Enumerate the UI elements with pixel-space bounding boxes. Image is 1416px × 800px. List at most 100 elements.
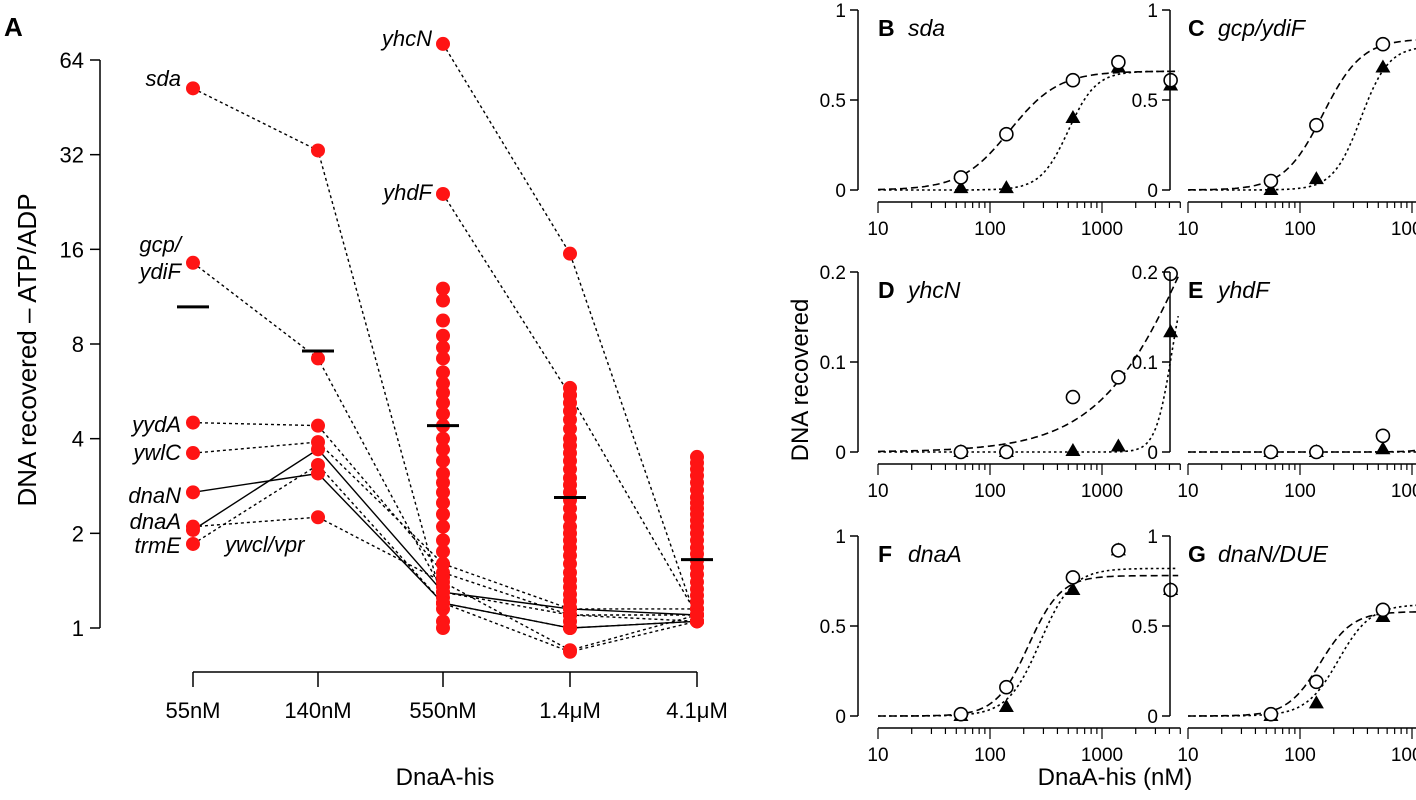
panel-gene-name: dnaN/DUE: [1218, 541, 1329, 567]
fit-curve-dotted: [878, 315, 1179, 453]
panel-a-point-sda: [186, 81, 200, 96]
panel-a-point-ywlC: [186, 446, 200, 461]
panel-a-line-yydA: [192, 421, 697, 616]
panel-a-point-dnaN: [186, 485, 200, 500]
open-circle-point: [1375, 602, 1391, 618]
panel-a-y-axis-title: DNA recovered – ATP/ADP: [12, 193, 42, 506]
panel-letter: G: [1188, 541, 1206, 567]
panel-a-x-tick-label: 140nM: [284, 698, 351, 723]
x-tick-label: 10: [1177, 481, 1198, 502]
panel-a-letter: A: [4, 12, 23, 42]
open-circle-point: [1263, 444, 1279, 460]
panel-a-cluster-point: [436, 485, 450, 500]
panel-a-point-dnaA: [311, 442, 325, 457]
open-circle-point: [999, 126, 1014, 142]
open-circle-point: [1375, 428, 1391, 444]
panel-a-gene-label: yydA: [130, 412, 181, 437]
panel-a-cluster-point: [436, 395, 450, 410]
open-circle-point: [1065, 389, 1081, 405]
panel-letter: C: [1188, 15, 1205, 41]
panel-a-cluster-point: [436, 351, 450, 366]
panel-gene-name: yhdF: [1216, 277, 1271, 303]
panel-a-gene-label: yhdF: [381, 180, 433, 205]
panel-a-cluster-point: [563, 421, 577, 436]
panel-letter: E: [1188, 277, 1203, 303]
panel-a-y-tick-label: 16: [60, 237, 84, 262]
panel-a-cluster-point: [436, 495, 450, 510]
open-circle-point: [1309, 117, 1324, 133]
fit-curve-dotted: [1188, 451, 1416, 453]
y-tick-label: 0: [1147, 443, 1158, 464]
panel-a-point-gcp-ydiF: [311, 351, 325, 366]
fit-curve-dashed: [878, 276, 1179, 453]
panel-a-gene-label: dnaN: [128, 483, 181, 508]
fit-curve-dashed: [877, 70, 1179, 191]
panel-a-x-tick-label: 55nM: [165, 698, 220, 723]
panel-a-point-ywcl-vpr: [436, 575, 450, 590]
fit-curve-dotted: [1188, 604, 1416, 717]
open-circle-point: [1309, 444, 1324, 460]
open-circle-point: [953, 444, 969, 460]
y-tick-label: 1: [1147, 527, 1158, 548]
panel-a-point-ywcl-vpr: [186, 519, 200, 534]
panel-a-point-yhcN: [436, 36, 450, 51]
open-circle-point: [1309, 674, 1324, 690]
x-tick-label: 1000: [1391, 481, 1416, 502]
x-tick-label: 10: [867, 219, 888, 240]
filled-triangle-point: [1263, 181, 1279, 195]
x-tick-label: 100: [974, 481, 1006, 502]
panel-a-gene-label: yhcN: [380, 26, 432, 51]
y-tick-label: 0: [835, 443, 846, 464]
panel-a-gene-label: gcp/: [139, 232, 182, 257]
y-tick-label: 0.5: [1132, 617, 1158, 638]
panel-a-gene-label: ywcl/vpr: [223, 532, 306, 557]
y-tick-label: 0.5: [820, 91, 846, 112]
panel-a-cluster-point: [436, 453, 450, 468]
panel-a-point-trmE: [436, 596, 450, 611]
panel-a-cluster-point: [436, 365, 450, 380]
filled-triangle-point: [998, 180, 1014, 194]
panel-a-cluster-point: [436, 475, 450, 490]
y-tick-label: 1: [835, 527, 846, 548]
x-tick-label: 100: [974, 219, 1006, 240]
panel-a-point-trmE: [186, 536, 200, 551]
fit-curve-dotted: [878, 567, 1179, 717]
panel-letter: D: [878, 277, 895, 303]
filled-triangle-point: [1110, 438, 1126, 452]
panel-a-point-yhcN: [563, 246, 577, 261]
panel-a-line-yhdF: [442, 193, 698, 616]
panel-a-point-dnaA: [563, 601, 577, 616]
filled-triangle-point: [1375, 59, 1391, 73]
panel-a-y-tick-label: 2: [72, 521, 84, 546]
y-tick-label: 1: [1147, 1, 1158, 22]
open-circle-point: [1065, 570, 1081, 585]
x-tick-label: 1000: [1081, 745, 1123, 766]
panel-a-point-ywcl-vpr: [311, 510, 325, 525]
fit-curve-dashed: [1188, 611, 1416, 717]
panel-a-x-axis-title: DnaA-his: [396, 764, 495, 791]
filled-triangle-point: [1308, 171, 1324, 185]
panel-letter: F: [878, 541, 892, 567]
open-circle-point: [1375, 36, 1391, 52]
panel-a-x-tick-label: 550nM: [409, 698, 476, 723]
panel-a-cluster-point: [436, 431, 450, 446]
y-tick-label: 0: [835, 181, 846, 202]
y-tick-label: 0: [1147, 181, 1158, 202]
panel-a-point-ywlC: [436, 556, 450, 571]
panel-a-cluster-point: [436, 544, 450, 559]
panel-a-y-tick-label: 4: [72, 427, 84, 452]
panel-a-cluster-point: [436, 442, 450, 457]
panel-a-x-tick-label: 1.4μM: [539, 698, 601, 723]
panel-a-gene-label: ydiF: [137, 259, 182, 284]
panel-a-x-tick-label: 4.1μM: [666, 698, 728, 723]
panel-a-y-tick-label: 64: [60, 48, 84, 73]
panel-a-point-yhdF: [563, 388, 577, 403]
panel-gene-name: dnaA: [908, 541, 962, 567]
x-tick-label: 100: [974, 745, 1006, 766]
x-tick-label: 10: [867, 745, 888, 766]
panel-a-cluster-point: [436, 385, 450, 400]
x-tick-label: 1000: [1081, 481, 1123, 502]
